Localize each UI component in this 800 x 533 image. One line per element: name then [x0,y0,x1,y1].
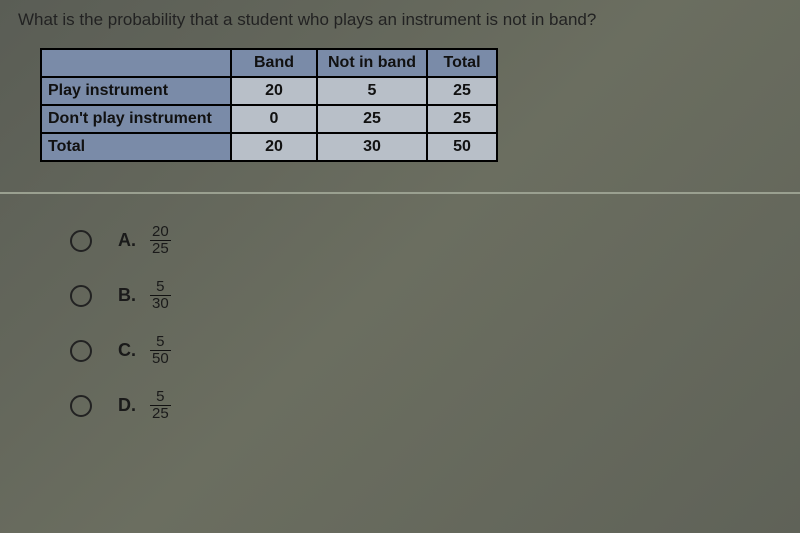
fraction-denominator: 25 [150,241,171,257]
table-cell: 30 [317,133,427,161]
table-row: Total 20 30 50 [41,133,497,161]
option-letter: D. [118,395,140,416]
fraction: 5 50 [150,334,171,367]
table-cell: 0 [231,105,317,133]
fraction-numerator: 5 [154,389,166,405]
table-cell: 25 [427,105,497,133]
radio-icon [70,340,92,362]
option-d[interactable]: D. 5 25 [70,389,800,422]
col-header-notinband: Not in band [317,49,427,77]
fraction-numerator: 5 [154,334,166,350]
table-cell: 5 [317,77,427,105]
row-label: Total [41,133,231,161]
fraction-denominator: 30 [150,296,171,312]
table-row: Don't play instrument 0 25 25 [41,105,497,133]
option-letter: A. [118,230,140,251]
radio-icon [70,285,92,307]
table-cell: 25 [317,105,427,133]
col-header-band: Band [231,49,317,77]
option-letter: C. [118,340,140,361]
row-label: Play instrument [41,77,231,105]
table-corner [41,49,231,77]
table-container: Band Not in band Total Play instrument 2… [0,48,800,162]
table-cell: 25 [427,77,497,105]
data-table: Band Not in band Total Play instrument 2… [40,48,498,162]
fraction-numerator: 20 [150,224,171,240]
answer-options: A. 20 25 B. 5 30 C. 5 50 D. 5 25 [0,194,800,422]
radio-icon [70,230,92,252]
fraction-denominator: 50 [150,351,171,367]
fraction-numerator: 5 [154,279,166,295]
col-header-total: Total [427,49,497,77]
option-letter: B. [118,285,140,306]
fraction: 5 25 [150,389,171,422]
row-label: Don't play instrument [41,105,231,133]
option-a[interactable]: A. 20 25 [70,224,800,257]
radio-icon [70,395,92,417]
option-c[interactable]: C. 5 50 [70,334,800,367]
fraction-denominator: 25 [150,406,171,422]
fraction: 20 25 [150,224,171,257]
table-cell: 20 [231,133,317,161]
option-b[interactable]: B. 5 30 [70,279,800,312]
table-cell: 20 [231,77,317,105]
question-text: What is the probability that a student w… [0,0,800,48]
fraction: 5 30 [150,279,171,312]
table-cell: 50 [427,133,497,161]
table-row: Play instrument 20 5 25 [41,77,497,105]
